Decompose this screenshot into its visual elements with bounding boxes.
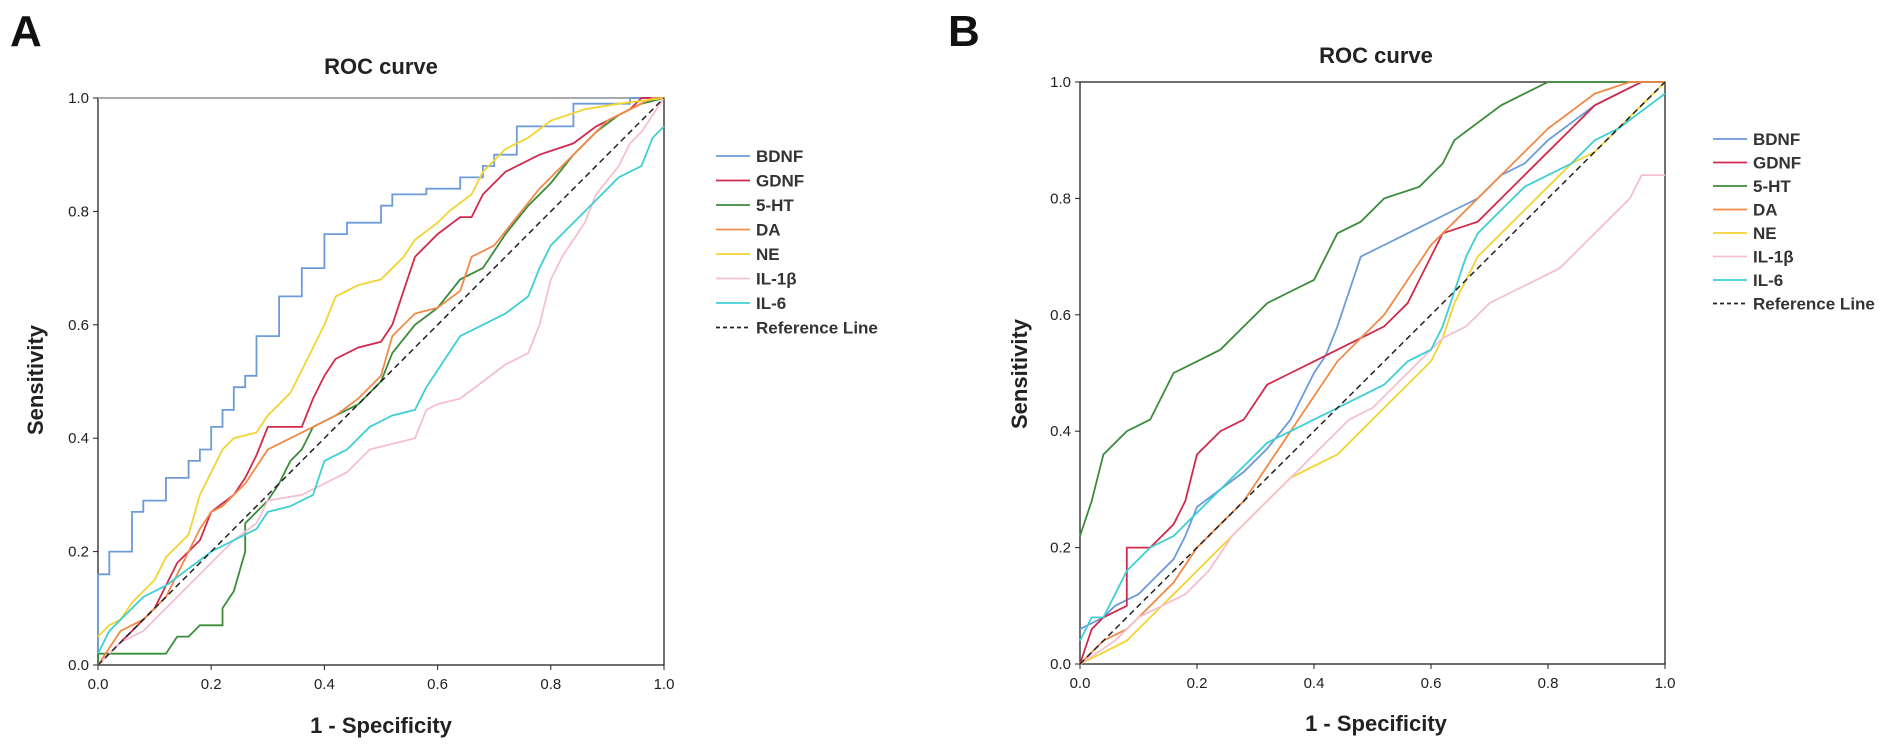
panel-a-y-tick-label: 1.0 — [68, 90, 89, 107]
panel-b-legend-label-ne: NE — [1753, 224, 1777, 243]
panel-b-series-line-bdnf — [1079, 81, 1665, 630]
panel-b-letter: B — [948, 7, 980, 56]
panel-a-series-line-ne — [97, 97, 665, 638]
panel-a-x-tick-label: 0.6 — [427, 676, 448, 693]
panel-b-legend-label-il-6: IL-6 — [1753, 271, 1783, 290]
panel-b-legend-label-da: DA — [1753, 201, 1778, 220]
panel-a: A ROC curve 1 - Specificity Sensitivity … — [10, 7, 878, 738]
panel-b-legend-label-reference-line: Reference Line — [1753, 295, 1875, 314]
panel-a-series-line-bdnf — [97, 97, 664, 665]
panel-a-legend-label-gdnf: GDNF — [756, 172, 804, 191]
panel-a-legend-label-il-1: IL-1β — [756, 270, 797, 289]
panel-a-chart-title: ROC curve — [324, 54, 438, 79]
panel-b-y-tick-label: 0.8 — [1050, 190, 1071, 207]
panel-b-series-line-reference-line — [1079, 81, 1666, 665]
panel-a-y-tick-label: 0.6 — [68, 317, 89, 334]
panel-a-y-axis-label: Sensitivity — [23, 324, 48, 435]
panel-a-x-tick-label: 1.0 — [654, 676, 675, 693]
panel-a-legend-label-il-6: IL-6 — [756, 294, 786, 313]
panel-a-legend-label-bdnf: BDNF — [756, 147, 803, 166]
panel-a-x-tick-label: 0.2 — [201, 676, 222, 693]
panel-a-series-line-il-1 — [97, 97, 665, 666]
panel-b-chart-title: ROC curve — [1319, 43, 1433, 68]
panel-b-legend-label-5-ht: 5-HT — [1753, 177, 1791, 196]
panel-b-series-line-5-ht — [1079, 81, 1665, 537]
panel-a-series-line-reference-line — [97, 97, 665, 666]
panel-a-y-tick-label: 0.2 — [68, 544, 89, 561]
panel-b-legend-label-il-1: IL-1β — [1753, 248, 1794, 267]
panel-b-y-tick-label: 0.0 — [1050, 656, 1071, 673]
panel-b-plot-area: 0.0 0.2 0.4 0.6 0.8 1.0 0.0 0.2 0.4 0.6 0.8 1.0 — [1050, 74, 1675, 692]
panel-a-series-line-da — [97, 97, 664, 666]
panel-a-legend: BDNF GDNF 5-HT DA NE IL-1β IL-6 Reference Line — [716, 147, 878, 338]
panel-a-x-tick-label: 0.4 — [314, 676, 335, 693]
panel-a-plot-area: 0.0 0.2 0.4 0.6 0.8 1.0 0.0 0.2 0.4 0.6 0.8 1.0 — [68, 90, 674, 693]
panel-a-legend-label-5-ht: 5-HT — [756, 196, 794, 215]
panel-a-x-tick-label: 0.0 — [88, 676, 109, 693]
panel-b-x-tick-label: 0.2 — [1187, 675, 1208, 692]
panel-b-x-tick-label: 0.0 — [1070, 675, 1091, 692]
panel-b-series-line-gdnf — [1079, 81, 1665, 665]
panel-b-y-tick-label: 0.4 — [1050, 423, 1071, 440]
panel-b-series-line-il-6 — [1079, 92, 1666, 642]
panel-b-series-line-il-1 — [1079, 174, 1665, 665]
panel-b-x-tick-label: 0.8 — [1538, 675, 1559, 692]
panel-b-y-tick-label: 0.2 — [1050, 540, 1071, 557]
panel-b-y-tick-label: 1.0 — [1050, 74, 1071, 91]
panel-b-x-tick-label: 0.4 — [1304, 675, 1325, 692]
panel-a-letter: A — [10, 7, 42, 56]
panel-b-legend: BDNF GDNF 5-HT DA NE IL-1β IL-6 Reference Line — [1713, 130, 1875, 314]
panel-b: B ROC curve 1 - Specificity Sensitivity … — [948, 7, 1875, 736]
panel-a-series-line-gdnf — [97, 97, 664, 666]
panel-a-x-axis-label: 1 - Specificity — [310, 713, 453, 738]
panel-b-series-line-da — [1079, 81, 1665, 665]
panel-a-series-line-il-6 — [97, 125, 665, 655]
panel-a-legend-label-da: DA — [756, 221, 781, 240]
panel-b-x-tick-label: 1.0 — [1655, 675, 1676, 692]
panel-b-x-tick-label: 0.6 — [1421, 675, 1442, 692]
panel-b-plot-frame — [1079, 81, 1666, 665]
panel-b-x-axis-label: 1 - Specificity — [1305, 711, 1448, 736]
panel-b-legend-label-gdnf: GDNF — [1753, 154, 1801, 173]
panel-b-y-tick-label: 0.6 — [1050, 307, 1071, 324]
panel-a-x-tick-label: 0.8 — [540, 676, 561, 693]
panel-a-y-tick-label: 0.0 — [68, 657, 89, 674]
panel-a-legend-label-reference-line: Reference Line — [756, 319, 878, 338]
panel-b-legend-label-bdnf: BDNF — [1753, 130, 1800, 149]
panel-a-y-tick-label: 0.8 — [68, 203, 89, 220]
panel-b-y-axis-label: Sensitivity — [1007, 318, 1032, 429]
panel-b-series-line-ne — [1079, 81, 1666, 665]
panel-a-legend-label-ne: NE — [756, 245, 780, 264]
panel-a-y-tick-label: 0.4 — [68, 430, 89, 447]
